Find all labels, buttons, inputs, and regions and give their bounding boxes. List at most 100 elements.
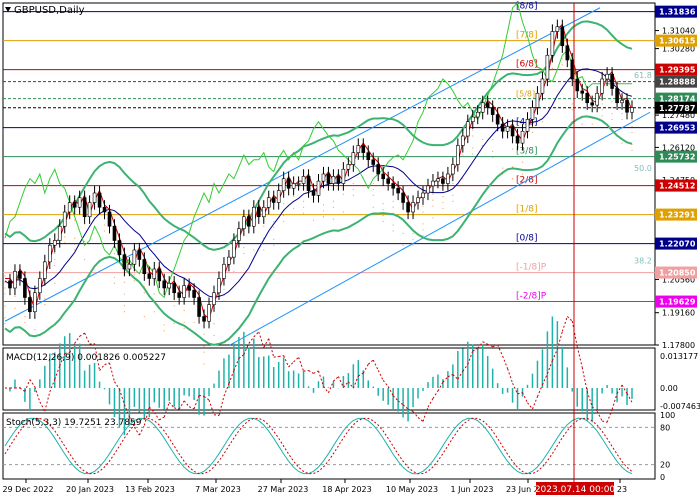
candle-body xyxy=(362,146,365,153)
cloud-dot xyxy=(383,215,384,216)
candle-body xyxy=(481,103,484,113)
level-label: [0/8] xyxy=(516,234,538,244)
candle-body xyxy=(203,317,206,322)
cloud-dot xyxy=(383,209,384,210)
candle-body xyxy=(188,286,191,291)
candle-body xyxy=(272,198,275,203)
cloud-dot xyxy=(492,139,493,140)
date-label: 20 Jan 2023 xyxy=(66,485,114,494)
date-label: 13 Feb 2023 xyxy=(125,485,175,494)
candle-body xyxy=(247,217,250,227)
candle-body xyxy=(227,257,230,264)
cloud-dot xyxy=(512,166,513,167)
candle-body xyxy=(213,293,216,305)
candle-body xyxy=(446,174,449,184)
candle-body xyxy=(352,153,355,165)
cloud-dot xyxy=(472,129,473,130)
cloud-dot xyxy=(383,203,384,204)
date-label: 27 Mar 2023 xyxy=(258,485,309,494)
candle-body xyxy=(586,93,589,103)
cloud-dot xyxy=(243,253,244,254)
candle-body xyxy=(103,207,106,212)
cloud-dot xyxy=(4,317,5,318)
candle-body xyxy=(38,279,41,293)
price-level-label: 1.20850 xyxy=(659,269,696,278)
candle-body xyxy=(153,269,156,279)
cloud-dot xyxy=(333,207,334,208)
candle-body xyxy=(566,46,569,60)
cloud-dot xyxy=(343,194,344,195)
cloud-dot xyxy=(174,305,175,306)
candle-body xyxy=(576,79,579,91)
extra-level-label: 50.0 xyxy=(634,164,652,173)
cloud-dot xyxy=(303,213,304,214)
cloud-dot xyxy=(472,153,473,154)
cloud-dot xyxy=(472,135,473,136)
level-label: [1/8] xyxy=(516,205,538,215)
candle-body xyxy=(108,212,111,226)
candle-body xyxy=(252,207,255,226)
candle-body xyxy=(556,27,559,32)
cloud-dot xyxy=(373,189,374,190)
cloud-dot xyxy=(134,274,135,275)
candle-body xyxy=(626,100,629,112)
candle-body xyxy=(536,93,539,107)
cloud-dot xyxy=(621,113,622,114)
candle-body xyxy=(83,198,86,217)
cloud-dot xyxy=(432,205,433,206)
cloud-dot xyxy=(402,233,403,234)
candle-body xyxy=(18,271,21,278)
cloud-dot xyxy=(602,109,603,110)
cloud-dot xyxy=(273,221,274,222)
cloud-dot xyxy=(54,253,55,254)
cloud-dot xyxy=(154,311,155,312)
cloud-dot xyxy=(273,227,274,228)
extra-level-label: 38.2 xyxy=(634,256,652,265)
date-label: 23 xyxy=(617,485,627,494)
cloud-dot xyxy=(303,201,304,202)
cloud-dot xyxy=(393,230,394,231)
cloud-dot xyxy=(184,328,185,329)
candle-body xyxy=(516,136,519,143)
date-label: 10 May 2023 xyxy=(386,485,438,494)
price-tick-label: 1.17800 xyxy=(662,341,695,350)
cloud-dot xyxy=(631,132,632,133)
cloud-dot xyxy=(611,101,612,102)
candle-body xyxy=(551,32,554,56)
cloud-dot xyxy=(124,281,125,282)
price-level-label: 1.22070 xyxy=(659,240,696,249)
cloud-dot xyxy=(54,259,55,260)
candle-body xyxy=(198,298,201,317)
cloud-dot xyxy=(422,223,423,224)
cloud-dot xyxy=(4,305,5,306)
candle-body xyxy=(347,165,350,170)
cloud-dot xyxy=(14,296,15,297)
cloud-dot xyxy=(4,293,5,294)
cloud-dot xyxy=(442,196,443,197)
cloud-dot xyxy=(333,201,334,202)
cloud-dot xyxy=(562,58,563,59)
candle-body xyxy=(282,179,285,191)
cloud-dot xyxy=(164,324,165,325)
cloud-dot xyxy=(532,132,533,133)
cloud-dot xyxy=(4,287,5,288)
candle-body xyxy=(48,245,51,262)
cloud-dot xyxy=(213,335,214,336)
price-level-label: 1.30615 xyxy=(659,37,696,46)
stoch-tick-label: 20 xyxy=(660,461,670,470)
price-level-label: 1.19629 xyxy=(659,298,696,307)
candle-body xyxy=(591,103,594,105)
cloud-dot xyxy=(572,109,573,110)
symbol-label: GBPUSD,Daily xyxy=(14,5,85,16)
cloud-dot xyxy=(452,201,453,202)
cloud-dot xyxy=(562,64,563,65)
candle-body xyxy=(471,117,474,122)
date-label: 7 Mar 2023 xyxy=(195,485,241,494)
cloud-dot xyxy=(114,277,115,278)
cloud-dot xyxy=(522,162,523,163)
candle-body xyxy=(476,112,479,117)
cloud-dot xyxy=(243,247,244,248)
cloud-dot xyxy=(353,195,354,196)
